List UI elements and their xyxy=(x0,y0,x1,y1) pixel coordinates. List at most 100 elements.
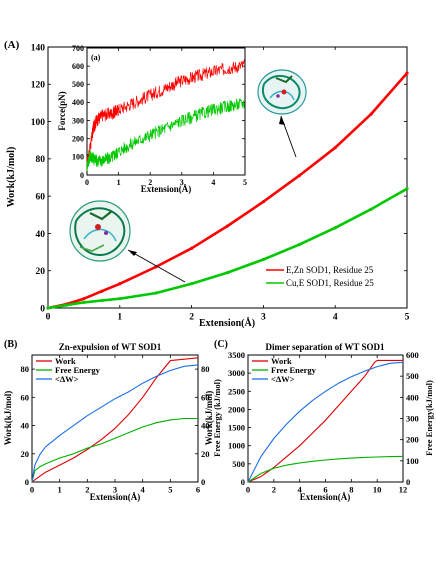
y-tick-label: 500 xyxy=(72,80,84,89)
inset-ticks: 0 1 2 3 4 5 0 100 200 300 400 500 600 700 xyxy=(72,44,247,187)
x-tick-label: 4 xyxy=(141,485,146,495)
data-point xyxy=(333,226,337,230)
y-tick-label: 1000 xyxy=(228,441,245,451)
x-tick-label: 5 xyxy=(405,313,410,323)
data-point xyxy=(405,71,409,75)
y-tick-label: 0 xyxy=(25,477,29,487)
x-tick-label: 6 xyxy=(196,485,200,495)
y-tick-label: 0 xyxy=(241,477,245,487)
y-right-tick-label: 20 xyxy=(201,449,210,459)
y-right-tick-label: 200 xyxy=(406,435,419,445)
series-line xyxy=(31,417,198,483)
y-tick-label: 0 xyxy=(80,171,84,180)
series-line xyxy=(247,455,404,483)
x-tick-label: 2 xyxy=(189,313,194,323)
panel-b: (B) Zn-expulsion of WT SOD1 0 1 2 3 4 5 602040… xyxy=(3,339,222,502)
y-tick-label: 80 xyxy=(21,364,30,374)
y-tick-label: 40 xyxy=(21,421,30,431)
data-point xyxy=(46,306,50,310)
y-tick-label: 0 xyxy=(40,304,45,314)
x-tick-label: 1 xyxy=(58,485,62,495)
y-tick-label: 40 xyxy=(36,230,46,240)
inset-label: (a) xyxy=(91,53,101,62)
x-tick-label: 0 xyxy=(30,485,34,495)
inset-ylabel: Force(pN) xyxy=(57,91,67,130)
panel-c-title: Dimer separation of WT SOD1 xyxy=(265,342,385,352)
y-tick-label: 400 xyxy=(72,98,84,107)
panel-c-label: (C) xyxy=(214,339,228,350)
y-right-tick-label: 300 xyxy=(406,413,419,423)
y-right-tick-label: 60 xyxy=(201,392,210,402)
legend-label: <ΔW> xyxy=(271,374,295,384)
legend-label: E,Zn SOD1, Residue 25 xyxy=(286,265,374,275)
y-tick-label: 100 xyxy=(31,118,46,128)
series-line xyxy=(247,359,403,483)
data-point xyxy=(64,303,68,307)
x-tick-label: 3 xyxy=(261,313,266,323)
data-point xyxy=(118,297,122,301)
panel-b-legend: Work Free Energy <ΔW> xyxy=(36,356,101,384)
data-point xyxy=(100,289,104,293)
legend-label: Work xyxy=(271,356,292,366)
panel-c-ylabel: Work(kJ/mol) xyxy=(204,391,214,446)
y-tick-label: 20 xyxy=(36,267,46,277)
y-right-tick-label: 0 xyxy=(406,477,410,487)
panel-c-legend: Work Free Energy <ΔW> xyxy=(252,356,317,384)
series-line xyxy=(247,361,404,483)
y-tick-label: 2500 xyxy=(228,386,245,396)
panel-b-xlabel: Extension(Å) xyxy=(90,492,141,502)
legend-label: Free Energy xyxy=(271,365,317,375)
x-tick-label: 2 xyxy=(272,485,276,495)
panel-c-ylabel-right: Free Energy(kJ/mol) xyxy=(424,380,434,456)
y-tick-label: 140 xyxy=(31,43,46,53)
legend-label: Free Energy xyxy=(55,365,101,375)
data-point xyxy=(297,243,301,247)
y-right-tick-label: 40 xyxy=(201,421,210,431)
x-tick-label: 1 xyxy=(117,178,121,187)
annotation-arrows xyxy=(127,115,297,283)
panel-b-series xyxy=(31,357,199,483)
panel-b-ylabel-right: Free Energy (kJ/mol) xyxy=(212,379,222,457)
x-tick-label: 2 xyxy=(85,485,89,495)
x-tick-label: 4 xyxy=(211,178,215,187)
y-tick-label: 1500 xyxy=(228,423,245,433)
x-tick-label: 12 xyxy=(399,485,408,495)
y-tick-label: 3500 xyxy=(228,350,245,360)
y-right-tick-label: 80 xyxy=(201,364,210,374)
inset-a: (a) 0 1 2 3 4 5 0 100 200 300 400 500 600 700 Extensi… xyxy=(57,44,247,194)
data-point xyxy=(225,224,230,228)
panel-a-ylabel: Work(kJ/mol) xyxy=(6,147,17,208)
data-point xyxy=(190,282,194,286)
series-line xyxy=(31,357,199,483)
data-point xyxy=(369,207,373,211)
inset-xlabel: Extension(Å) xyxy=(141,184,192,194)
y-tick-label: 100 xyxy=(72,153,84,162)
panel-a-xlabel: Extension(Å) xyxy=(199,317,255,329)
x-tick-label: 0 xyxy=(246,485,250,495)
panel-c-ticks: 0 2 4 6 8 10 120500100015002000250030003500010… xyxy=(228,350,419,495)
legend-label: <ΔW> xyxy=(55,374,79,384)
panel-b-title: Zn-expulsion of WT SOD1 xyxy=(59,342,162,352)
x-tick-label: 0 xyxy=(46,313,51,323)
panel-c: (C) Dimer separation of WT SOD1 0 2 4 6 8 10 1… xyxy=(204,339,434,502)
panel-b-label: (B) xyxy=(4,339,17,350)
y-right-tick-label: 100 xyxy=(406,456,419,466)
data-point xyxy=(154,291,158,295)
y-tick-label: 500 xyxy=(232,459,245,469)
y-right-tick-label: 500 xyxy=(406,371,419,381)
series-line xyxy=(86,98,245,172)
data-point xyxy=(297,174,301,178)
panel-a-series xyxy=(46,71,409,310)
y-tick-label: 3000 xyxy=(228,368,245,378)
y-right-tick-label: 600 xyxy=(406,350,419,360)
data-point xyxy=(261,257,265,262)
protein-structure-image xyxy=(69,200,131,262)
y-tick-label: 200 xyxy=(72,135,84,144)
data-point xyxy=(333,146,337,150)
y-tick-label: 700 xyxy=(72,44,84,53)
y-right-tick-label: 400 xyxy=(406,392,419,402)
protein-structure-image xyxy=(257,69,307,115)
y-tick-label: 60 xyxy=(36,192,46,202)
